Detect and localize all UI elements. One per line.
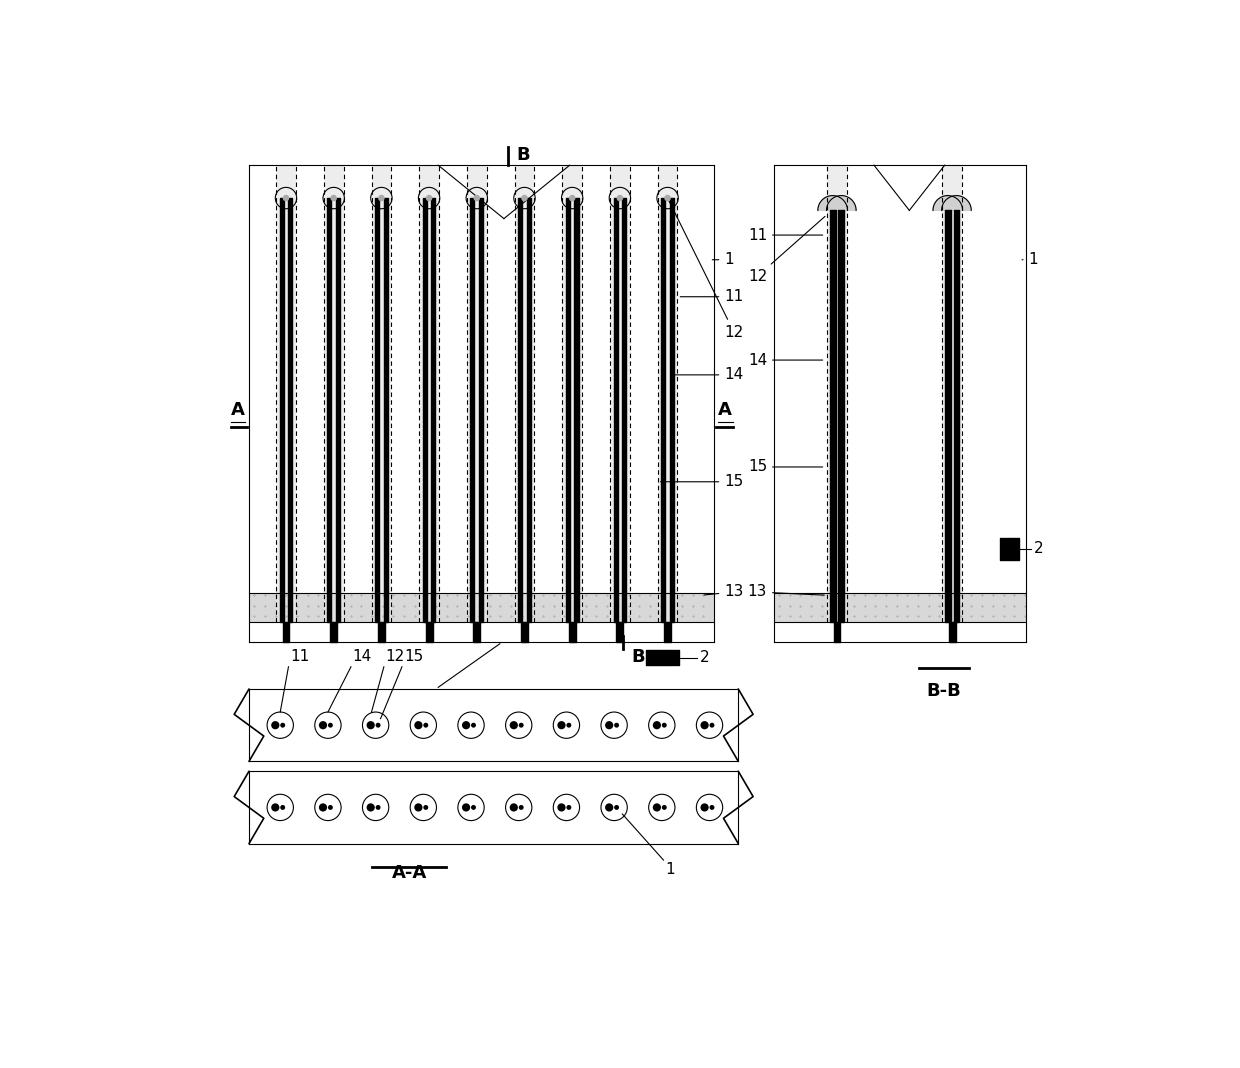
Circle shape	[471, 723, 476, 727]
Text: 13: 13	[704, 584, 744, 599]
Text: 11: 11	[748, 227, 822, 242]
Polygon shape	[932, 195, 962, 210]
Circle shape	[709, 723, 714, 727]
Circle shape	[557, 721, 565, 729]
Bar	[324, 166, 343, 622]
Circle shape	[463, 721, 470, 729]
Circle shape	[327, 723, 332, 727]
Text: 12: 12	[668, 201, 744, 340]
Bar	[467, 166, 486, 622]
Circle shape	[614, 805, 619, 810]
Bar	[942, 166, 962, 622]
Circle shape	[614, 723, 619, 727]
Polygon shape	[818, 195, 847, 210]
Text: 2: 2	[1033, 541, 1043, 556]
Text: 1: 1	[712, 252, 734, 267]
Circle shape	[272, 803, 279, 812]
Circle shape	[463, 803, 470, 812]
Text: A: A	[231, 402, 244, 420]
Bar	[249, 593, 714, 622]
Text: B-B: B-B	[926, 681, 961, 700]
Text: A: A	[718, 402, 732, 420]
Text: 15: 15	[748, 459, 822, 474]
Text: 2: 2	[699, 650, 709, 665]
Circle shape	[327, 805, 332, 810]
Text: 15: 15	[404, 649, 424, 664]
Circle shape	[567, 805, 572, 810]
Circle shape	[330, 194, 337, 202]
Circle shape	[376, 805, 381, 810]
Circle shape	[378, 194, 384, 202]
Bar	[610, 166, 630, 622]
Text: 12: 12	[386, 649, 404, 664]
Circle shape	[283, 194, 289, 202]
Circle shape	[709, 805, 714, 810]
Text: 12: 12	[748, 217, 825, 284]
Bar	[515, 166, 534, 622]
Circle shape	[662, 805, 667, 810]
Circle shape	[367, 721, 374, 729]
Bar	[774, 593, 1027, 622]
Circle shape	[414, 803, 423, 812]
Circle shape	[280, 805, 285, 810]
Circle shape	[701, 803, 709, 812]
Text: A-A: A-A	[392, 864, 427, 882]
Text: 15: 15	[661, 474, 744, 489]
Circle shape	[616, 194, 624, 202]
Circle shape	[652, 803, 661, 812]
Circle shape	[518, 805, 523, 810]
Circle shape	[567, 723, 572, 727]
Bar	[562, 166, 582, 622]
Circle shape	[474, 194, 480, 202]
Circle shape	[510, 721, 518, 729]
Circle shape	[701, 721, 709, 729]
Text: 14: 14	[352, 649, 372, 664]
Circle shape	[423, 723, 428, 727]
Circle shape	[662, 723, 667, 727]
Circle shape	[652, 721, 661, 729]
Circle shape	[521, 194, 528, 202]
Text: 14: 14	[676, 367, 744, 382]
Circle shape	[510, 803, 518, 812]
Circle shape	[605, 803, 614, 812]
Text: 1: 1	[1022, 252, 1038, 267]
Circle shape	[557, 803, 565, 812]
Circle shape	[376, 723, 381, 727]
Bar	[277, 166, 296, 622]
Text: 14: 14	[748, 352, 822, 367]
Circle shape	[280, 723, 285, 727]
Text: 1: 1	[665, 862, 675, 877]
Circle shape	[569, 194, 575, 202]
Text: B: B	[516, 146, 529, 164]
Text: B: B	[631, 648, 645, 666]
Text: 11: 11	[290, 649, 309, 664]
Bar	[827, 166, 847, 622]
Circle shape	[605, 721, 614, 729]
Circle shape	[423, 805, 428, 810]
Circle shape	[367, 803, 374, 812]
Circle shape	[319, 803, 327, 812]
Circle shape	[425, 194, 433, 202]
Polygon shape	[941, 195, 971, 210]
Polygon shape	[827, 195, 856, 210]
Bar	[372, 166, 392, 622]
Circle shape	[414, 721, 423, 729]
Text: 13: 13	[748, 584, 825, 599]
Text: 11: 11	[681, 289, 744, 304]
Circle shape	[319, 721, 327, 729]
Circle shape	[272, 721, 279, 729]
Bar	[419, 166, 439, 622]
Circle shape	[518, 723, 523, 727]
Bar	[657, 166, 677, 622]
Circle shape	[471, 805, 476, 810]
Circle shape	[665, 194, 671, 202]
